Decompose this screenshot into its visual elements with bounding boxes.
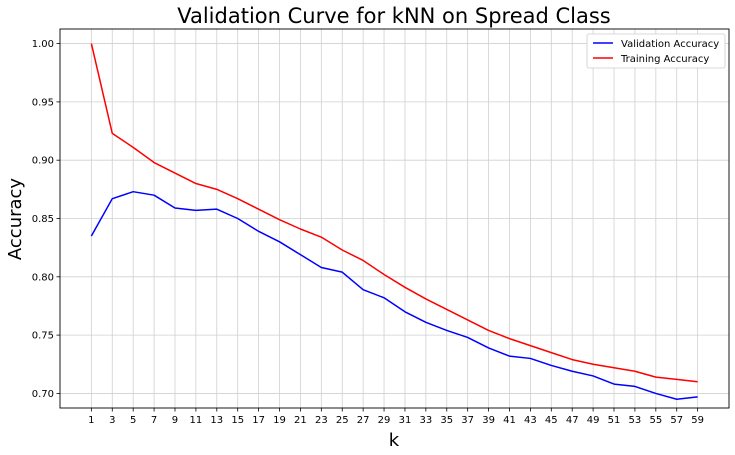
series-lines: [90, 43, 698, 400]
legend-box: [586, 33, 726, 69]
x-tick-label: 25: [336, 415, 349, 426]
legend-label-validation: Validation Accuracy: [621, 39, 719, 50]
y-tick-label: 1.00: [32, 39, 54, 50]
grid-lines: [60, 29, 729, 408]
x-tick-label: 49: [587, 415, 600, 426]
legend: Validation Accuracy Training Accuracy: [586, 33, 726, 69]
validation-accuracy-line: [90, 190, 698, 400]
x-tick-label: 27: [357, 415, 370, 426]
y-tick-label: 0.95: [32, 97, 54, 108]
x-tick-label: 11: [190, 415, 203, 426]
x-tick-label: 3: [109, 415, 115, 426]
x-tick-label: 43: [524, 415, 537, 426]
legend-label-training: Training Accuracy: [620, 54, 709, 65]
x-tick-label: 39: [482, 415, 495, 426]
x-axis-ticks: 1 3 5 7 9 11 13 15 17 19 21 23 25 27 29 31 33 35 37 39 41 43 4…: [88, 408, 704, 426]
x-tick-label: 1: [88, 415, 94, 426]
x-tick-label: 29: [378, 415, 391, 426]
y-tick-label: 0.75: [32, 331, 54, 342]
x-tick-label: 19: [273, 415, 286, 426]
y-tick-label: 0.90: [32, 156, 54, 167]
x-tick-label: 7: [151, 415, 157, 426]
x-tick-label: 53: [629, 415, 642, 426]
x-tick-label: 15: [231, 415, 244, 426]
x-tick-label: 57: [670, 415, 683, 426]
x-tick-label: 51: [608, 415, 621, 426]
y-axis-label: Accuracy: [5, 178, 26, 261]
y-axis-ticks: 0.70 0.75 0.80 0.85 0.90 0.95 1.00: [32, 39, 60, 400]
training-accuracy-line: [90, 43, 698, 383]
x-tick-label: 41: [503, 415, 516, 426]
x-tick-label: 21: [294, 415, 307, 426]
x-tick-label: 9: [172, 415, 178, 426]
x-tick-label: 55: [649, 415, 662, 426]
chart-title: Validation Curve for kNN on Spread Class: [177, 4, 611, 28]
y-tick-label: 0.80: [32, 272, 54, 283]
x-tick-label: 5: [130, 415, 136, 426]
x-axis-label: k: [389, 430, 400, 451]
x-tick-label: 37: [461, 415, 474, 426]
x-tick-label: 33: [419, 415, 432, 426]
x-tick-label: 13: [210, 415, 223, 426]
x-tick-label: 35: [440, 415, 453, 426]
x-tick-label: 23: [315, 415, 328, 426]
x-tick-label: 59: [691, 415, 704, 426]
x-tick-label: 45: [545, 415, 558, 426]
x-tick-label: 47: [566, 415, 579, 426]
y-tick-label: 0.70: [32, 389, 54, 400]
x-tick-label: 31: [399, 415, 412, 426]
x-tick-label: 17: [252, 415, 265, 426]
y-tick-label: 0.85: [32, 214, 54, 225]
